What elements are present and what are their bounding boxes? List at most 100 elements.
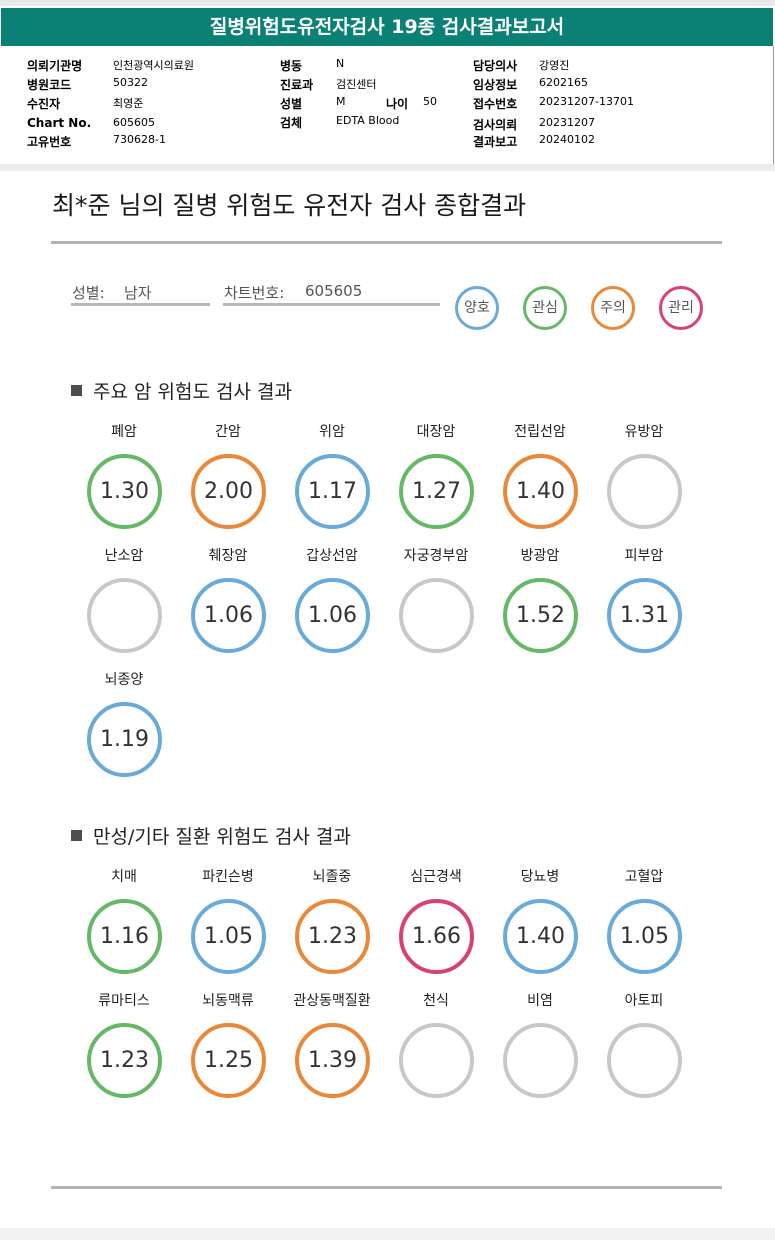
section-divider-band: [0, 164, 775, 171]
chart-no-label: Chart No.: [27, 116, 92, 130]
footer-rule: [51, 1186, 722, 1189]
cancer-section-label: 주요 암 위험도 검사 결과: [93, 381, 292, 403]
cancer-risk-circle: 1.17: [295, 454, 370, 529]
receipt-no-value: 20231207-13701: [539, 95, 634, 108]
chronic-name: 천식: [423, 993, 449, 1009]
cancer-risk-circle: 1.31: [607, 578, 682, 653]
cancer-name: 자궁경부암: [403, 548, 469, 564]
patient-sex-label: 성별:: [72, 284, 105, 302]
specimen-label: 검체: [280, 116, 303, 130]
chronic-section-label: 만성/기타 질환 위험도 검사 결과: [93, 826, 351, 848]
cancer-section-title: 주요 암 위험도 검사 결과: [71, 377, 292, 404]
chart-no-value: 605605: [113, 116, 155, 129]
age-label: 나이: [386, 97, 409, 111]
cancer-risk-circle: 1.27: [399, 454, 474, 529]
chronic-name: 파킨슨병: [202, 869, 254, 885]
legend-caution: 주의: [591, 286, 635, 330]
cancer-risk-circle: 1.06: [191, 578, 266, 653]
chronic-name: 류마티스: [98, 993, 150, 1009]
chronic-risk-circle: 1.16: [87, 899, 162, 974]
cancer-name: 난소암: [104, 548, 144, 564]
hospital-code-value: 50322: [113, 76, 148, 89]
request-date-value: 20231207: [539, 116, 595, 129]
unique-no-value: 730628-1: [113, 133, 166, 146]
chart-underline: [223, 303, 440, 306]
cancer-risk-circle: [607, 454, 682, 529]
chronic-name: 심근경색: [410, 869, 462, 885]
institution-value: 인천광역시의료원: [113, 59, 194, 72]
section-bullet-icon: [71, 385, 82, 396]
chronic-name: 관상동맥질환: [293, 993, 371, 1009]
sex-label: 성별: [280, 97, 303, 111]
patient-chart-label: 차트번호:: [224, 284, 285, 302]
ward-value: N: [336, 57, 345, 70]
sex-underline: [71, 303, 210, 306]
chronic-risk-circle: [607, 1023, 682, 1098]
department-value: 검진센터: [336, 78, 377, 91]
chronic-risk-circle: [399, 1023, 474, 1098]
cancer-risk-circle: 1.06: [295, 578, 370, 653]
patient-sex-value: 남자: [124, 284, 152, 302]
recipient-label: 수진자: [27, 97, 61, 111]
hospital-code-label: 병원코드: [27, 78, 72, 92]
chronic-section-title: 만성/기타 질환 위험도 검사 결과: [71, 822, 351, 849]
cancer-risk-circle: [87, 578, 162, 653]
report-date-label: 결과보고: [473, 135, 518, 149]
chronic-risk-circle: [503, 1023, 578, 1098]
cancer-risk-circle: 1.19: [87, 702, 162, 777]
cancer-name: 폐암: [111, 424, 137, 440]
cancer-name: 갑상선암: [306, 548, 358, 564]
chronic-risk-circle: 1.66: [399, 899, 474, 974]
cancer-risk-circle: 1.40: [503, 454, 578, 529]
chronic-name: 치매: [111, 869, 137, 885]
age-value: 50: [423, 95, 437, 108]
chronic-name: 아토피: [624, 993, 664, 1009]
cancer-name: 전립선암: [514, 424, 566, 440]
chronic-risk-circle: 1.05: [191, 899, 266, 974]
sex-value: M: [336, 95, 346, 108]
legend-good: 양호: [455, 286, 499, 330]
cancer-name: 방광암: [520, 548, 560, 564]
chronic-risk-circle: 1.25: [191, 1023, 266, 1098]
chronic-risk-circle: 1.39: [295, 1023, 370, 1098]
report-date-value: 20240102: [539, 133, 595, 146]
cancer-name: 간암: [215, 424, 241, 440]
cancer-name: 뇌종양: [104, 672, 144, 688]
doctor-value: 강영진: [539, 59, 570, 72]
institution-label: 의뢰기관명: [27, 59, 83, 73]
recipient-value: 최영준: [113, 97, 144, 110]
cancer-name: 피부암: [624, 548, 664, 564]
request-date-label: 검사의뢰: [473, 118, 518, 132]
chronic-risk-circle: 1.40: [503, 899, 578, 974]
clinical-info-label: 임상정보: [473, 78, 518, 92]
chronic-name: 고혈압: [624, 869, 664, 885]
cancer-name: 대장암: [416, 424, 456, 440]
unique-no-label: 고유번호: [27, 135, 72, 149]
cancer-name: 위암: [319, 424, 345, 440]
chronic-risk-circle: 1.05: [607, 899, 682, 974]
legend-interest: 관심: [523, 286, 567, 330]
ward-label: 병동: [280, 59, 303, 73]
result-summary-title: 최*준 님의 질병 위험도 유전자 검사 종합결과: [52, 191, 527, 220]
cancer-name: 유방암: [624, 424, 664, 440]
receipt-no-label: 접수번호: [473, 97, 518, 111]
report-title: 질병위험도유전자검사 19종 검사결과보고서: [1, 8, 773, 46]
cancer-name: 췌장암: [208, 548, 248, 564]
cancer-risk-circle: 2.00: [191, 454, 266, 529]
chronic-risk-circle: 1.23: [87, 1023, 162, 1098]
report-header-info: 의뢰기관명 인천광역시의료원 병원코드 50322 수진자 최영준 Chart …: [0, 46, 774, 165]
legend-manage: 관리: [659, 286, 703, 330]
department-label: 진료과: [280, 78, 314, 92]
cancer-risk-circle: 1.52: [503, 578, 578, 653]
clinical-info-value: 6202165: [539, 76, 588, 89]
chronic-name: 뇌졸중: [312, 869, 352, 885]
patient-chart-value: 605605: [305, 282, 363, 300]
chronic-name: 비염: [527, 993, 553, 1009]
top-border: [0, 0, 775, 6]
cancer-risk-circle: [399, 578, 474, 653]
chronic-risk-circle: 1.23: [295, 899, 370, 974]
chronic-name: 당뇨병: [520, 869, 560, 885]
cancer-risk-circle: 1.30: [87, 454, 162, 529]
chronic-name: 뇌동맥류: [202, 993, 254, 1009]
